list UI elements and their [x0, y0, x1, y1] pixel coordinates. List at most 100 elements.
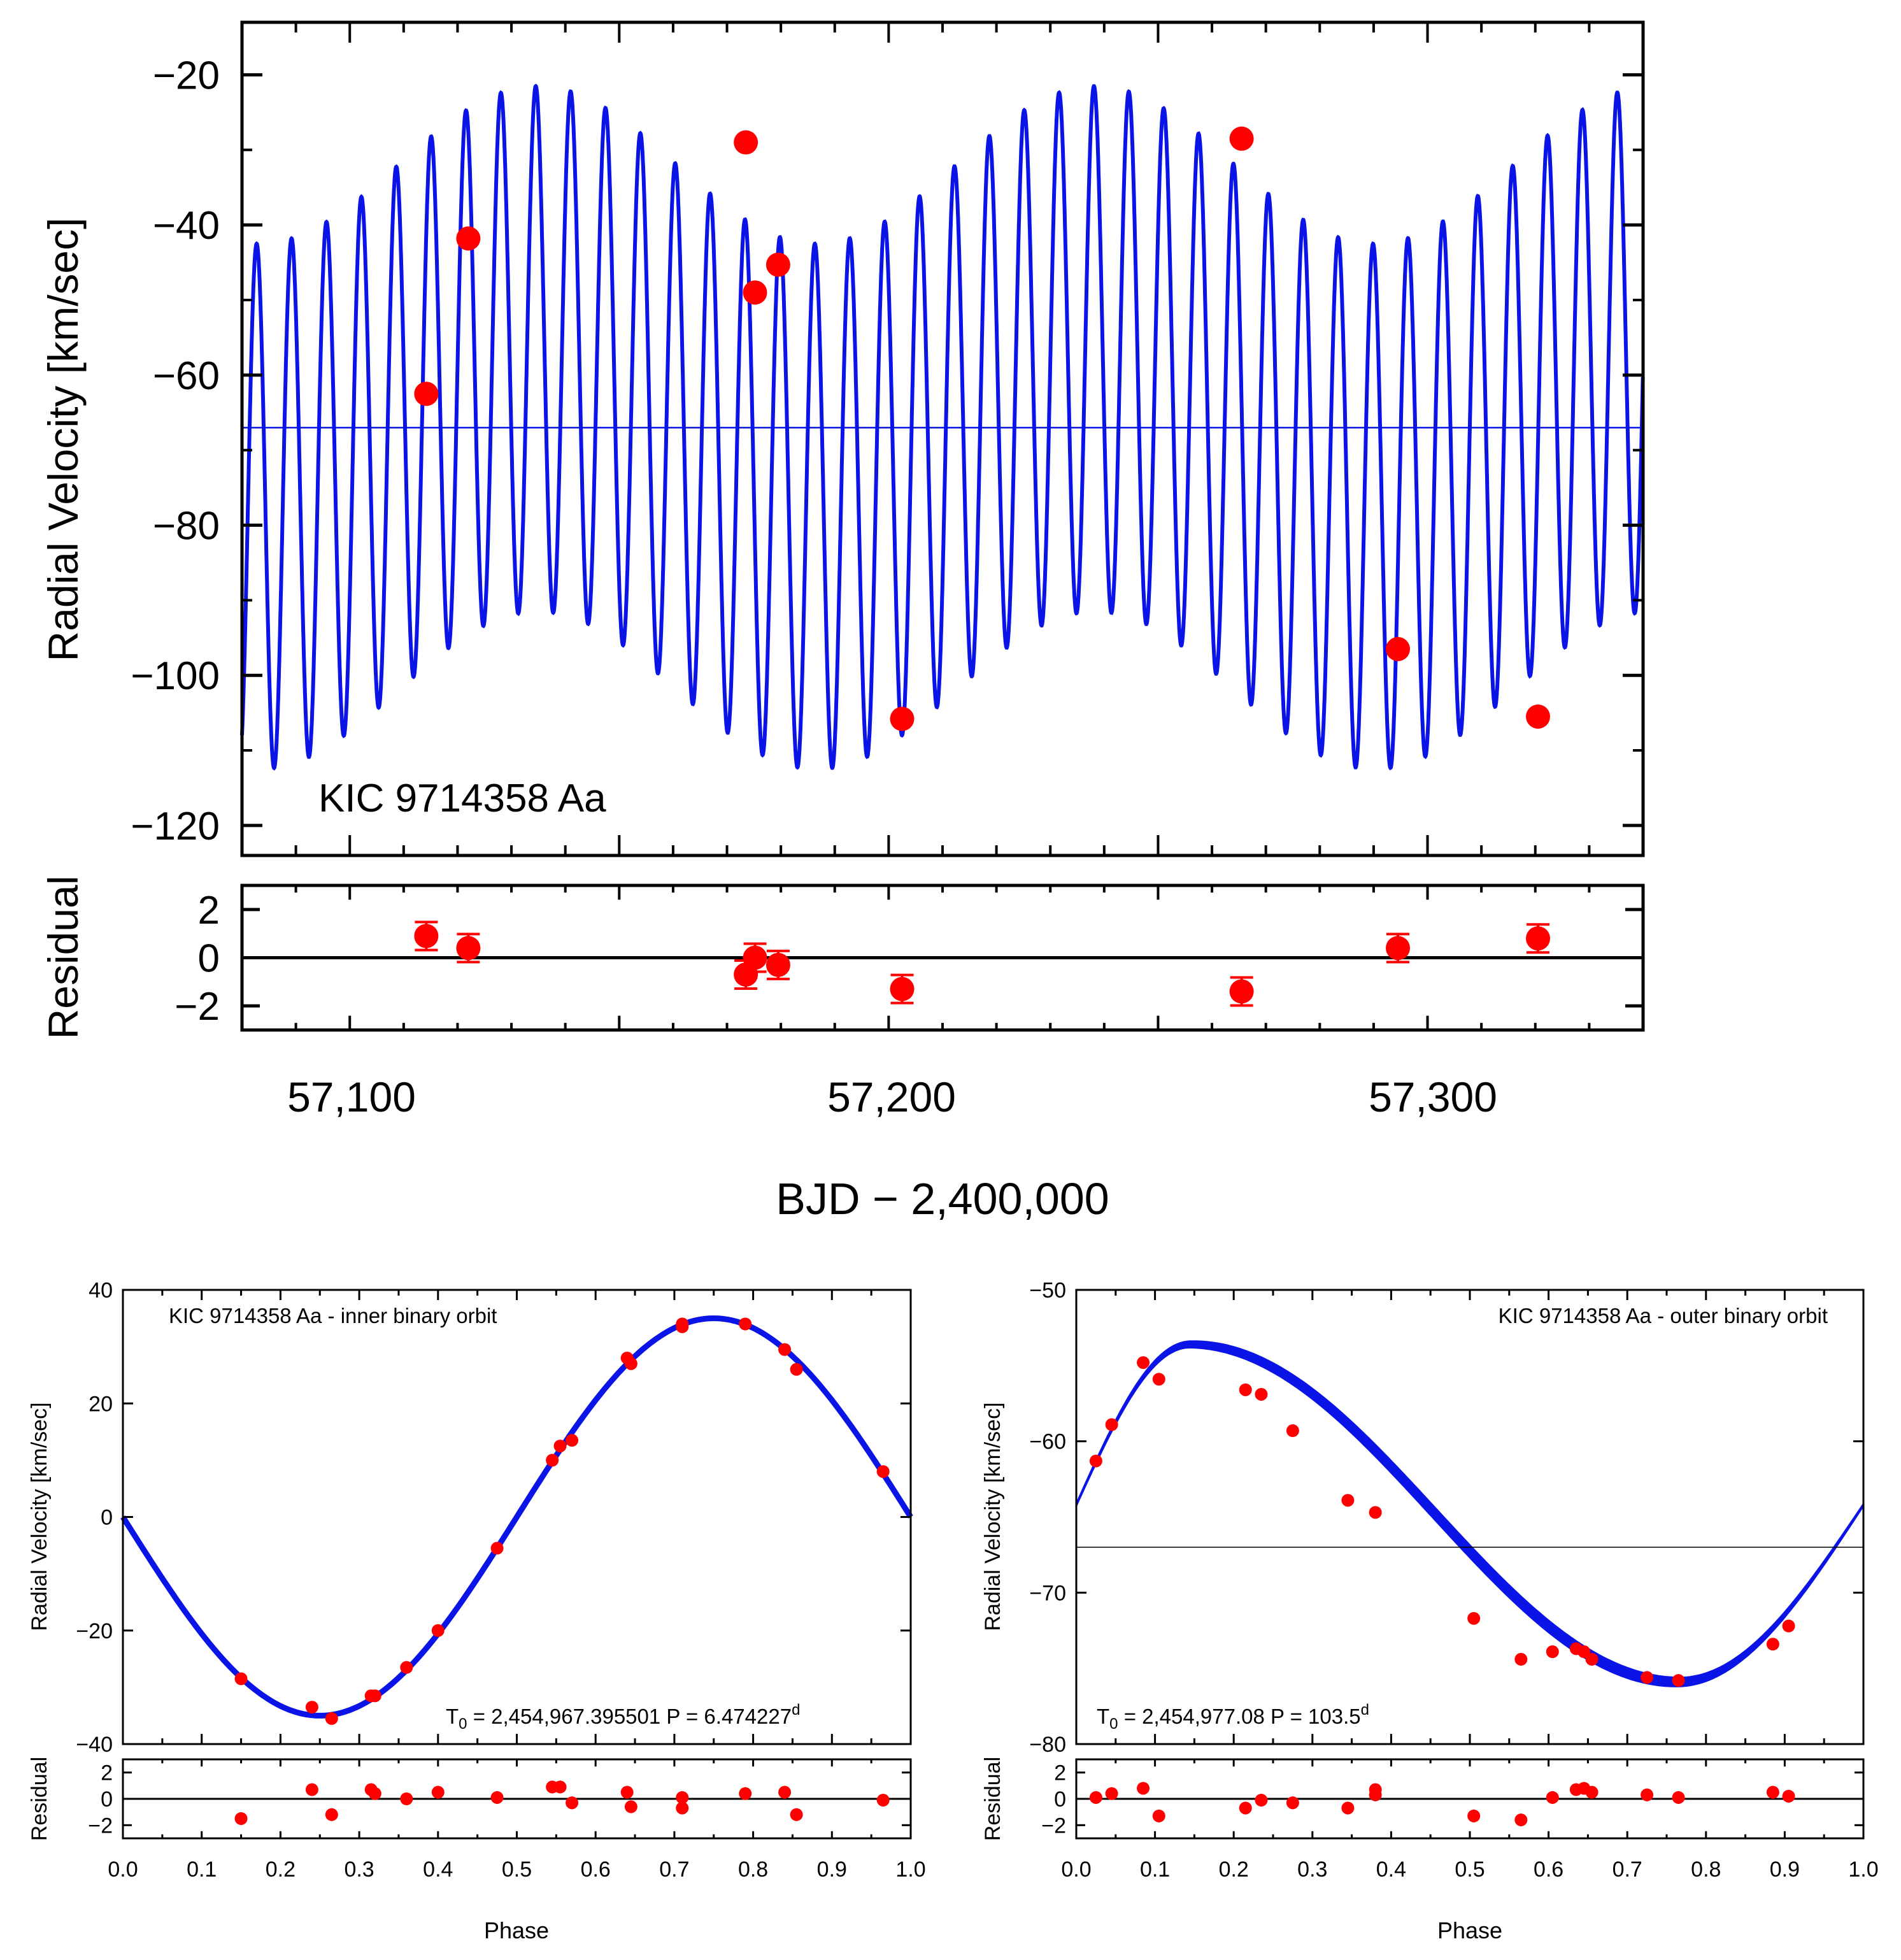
top-xtick-label: 57,300	[1369, 1073, 1497, 1120]
inner-xtick-label: 0.3	[344, 1857, 374, 1882]
inner-xtick-label: 0.7	[659, 1857, 689, 1882]
top-ytick-label: −120	[131, 805, 220, 848]
outer-residual-point	[1514, 1813, 1528, 1827]
inner-xtick-label: 0.5	[502, 1857, 532, 1882]
top-resid-ytick-label: 2	[198, 889, 220, 933]
inner-ytick-label: 20	[89, 1392, 113, 1416]
inner-ytick-label: 40	[89, 1278, 113, 1303]
outer-xtick-label: 0.6	[1534, 1857, 1563, 1882]
inner-data-point	[876, 1465, 890, 1478]
inner-xtick-label: 0.2	[266, 1857, 295, 1882]
inner-data-point	[553, 1440, 567, 1453]
outer-xtick-label: 0.3	[1297, 1857, 1327, 1882]
inner-residual-point	[620, 1785, 634, 1799]
inner-xtick-label: 0.6	[581, 1857, 611, 1882]
inner-residual-point	[490, 1791, 504, 1804]
outer-data-point	[1286, 1424, 1299, 1438]
outer-xtick-label: 0.1	[1140, 1857, 1170, 1882]
top-xtick-label: 57,200	[827, 1073, 956, 1120]
inner-ytick-label: −20	[76, 1619, 113, 1643]
top-residual-point	[765, 952, 790, 977]
outer-data-point	[1137, 1356, 1150, 1370]
inner-xtick-label: 0.1	[187, 1857, 217, 1882]
outer-ylabel: Radial Velocity [km/sec]	[981, 1402, 1005, 1631]
inner-xtick-label: 0.0	[108, 1857, 138, 1882]
inner-ylabel: Radial Velocity [km/sec]	[27, 1402, 52, 1631]
outer-data-point	[1152, 1373, 1165, 1386]
inner-residual-point	[876, 1794, 890, 1807]
top-data-point	[414, 382, 439, 406]
outer-residual-point	[1672, 1791, 1685, 1804]
outer-xtick-label: 0.2	[1219, 1857, 1249, 1882]
outer-annotation-t: T	[1097, 1705, 1109, 1728]
outer-data-point	[1239, 1383, 1252, 1396]
inner-data-point	[431, 1624, 445, 1637]
inner-residual-point	[790, 1808, 803, 1821]
outer-residual-point	[1369, 1788, 1382, 1801]
outer-data-point	[1514, 1652, 1528, 1666]
inner-annotation-sup: d	[792, 1701, 800, 1719]
inner-data-point	[739, 1317, 752, 1331]
outer-resid-ytick-label: 2	[1054, 1761, 1066, 1785]
outer-annotation: T0 = 2,454,977.08 P = 103.5d	[1097, 1701, 1369, 1733]
inner-residual-points: 20−2	[88, 1761, 911, 1838]
outer-data-point	[1255, 1387, 1268, 1401]
inner-residual-point	[676, 1801, 689, 1815]
inner-orbit-title: KIC 9714358 Aa - inner binary orbit	[169, 1304, 497, 1327]
outer-ytick-label: −50	[1029, 1278, 1066, 1303]
outer-xtick-label: 0.0	[1061, 1857, 1091, 1882]
top-ytick-label: −20	[153, 54, 220, 97]
top-residual-ylabel: Residual	[39, 876, 87, 1040]
inner-residual-chart: 20−2 Residual Phase	[27, 1757, 912, 1943]
top-data-point	[743, 280, 767, 305]
inner-residual-ylabel: Residual	[27, 1757, 52, 1841]
top-axis-ticks: −20 −40 −60 −80 −100 −120	[131, 22, 1643, 1030]
outer-residual-point	[1105, 1787, 1118, 1800]
top-residual-point	[1229, 979, 1254, 1004]
top-residual-point	[414, 924, 439, 948]
outer-residual-frame	[1075, 1758, 1865, 1840]
inner-ytick-label: 0	[101, 1506, 113, 1530]
inner-residual-point	[325, 1808, 338, 1821]
top-resid-ytick-label: −2	[174, 985, 220, 1029]
outer-resid-ytick-label: −2	[1041, 1813, 1066, 1838]
top-plot-frame	[240, 20, 1645, 857]
outer-annotation-values: = 2,454,977.08 P = 103.5	[1118, 1705, 1361, 1728]
outer-residual-point	[1467, 1809, 1481, 1822]
outer-ytick-label: −70	[1029, 1581, 1066, 1605]
top-residual-chart: 20−2 Residual	[39, 876, 1645, 1040]
inner-data-point	[676, 1320, 689, 1333]
outer-annotation-sup: d	[1361, 1701, 1369, 1719]
inner-residual-point	[431, 1785, 445, 1799]
outer-data-point	[1546, 1645, 1559, 1659]
inner-residual-point	[624, 1800, 637, 1813]
outer-xtick-label: 0.4	[1376, 1857, 1406, 1882]
outer-residual-point	[1255, 1794, 1268, 1807]
top-model-curve-group	[240, 83, 1645, 771]
inner-data-point	[624, 1357, 637, 1370]
outer-xtick-label: 0.8	[1691, 1857, 1721, 1882]
outer-xtick-label: 0.9	[1770, 1857, 1800, 1882]
inner-residual-point	[566, 1796, 579, 1810]
top-ytick-label: −80	[153, 504, 220, 548]
inner-ytick-label: −40	[76, 1733, 113, 1757]
outer-data-point	[1341, 1494, 1355, 1507]
top-residual-point	[890, 976, 915, 1001]
outer-data-point	[1641, 1671, 1654, 1684]
outer-xlabel: Phase	[1437, 1917, 1502, 1943]
top-ylabel: Radial Velocity [km/sec]	[39, 218, 87, 662]
inner-data-point	[566, 1434, 579, 1447]
outer-data-point	[1585, 1652, 1598, 1666]
outer-data-point	[1672, 1674, 1685, 1687]
outer-residual-point	[1341, 1801, 1355, 1815]
inner-residual-point	[739, 1787, 752, 1800]
top-data-point	[734, 130, 758, 155]
inner-residual-point	[676, 1791, 689, 1804]
inner-annotation-sub: 0	[459, 1715, 467, 1733]
top-data-point	[765, 252, 790, 277]
top-residual-point	[1386, 936, 1410, 961]
outer-residual-point	[1766, 1785, 1779, 1799]
outer-residual-point	[1152, 1809, 1165, 1822]
inner-data-point	[790, 1363, 803, 1376]
